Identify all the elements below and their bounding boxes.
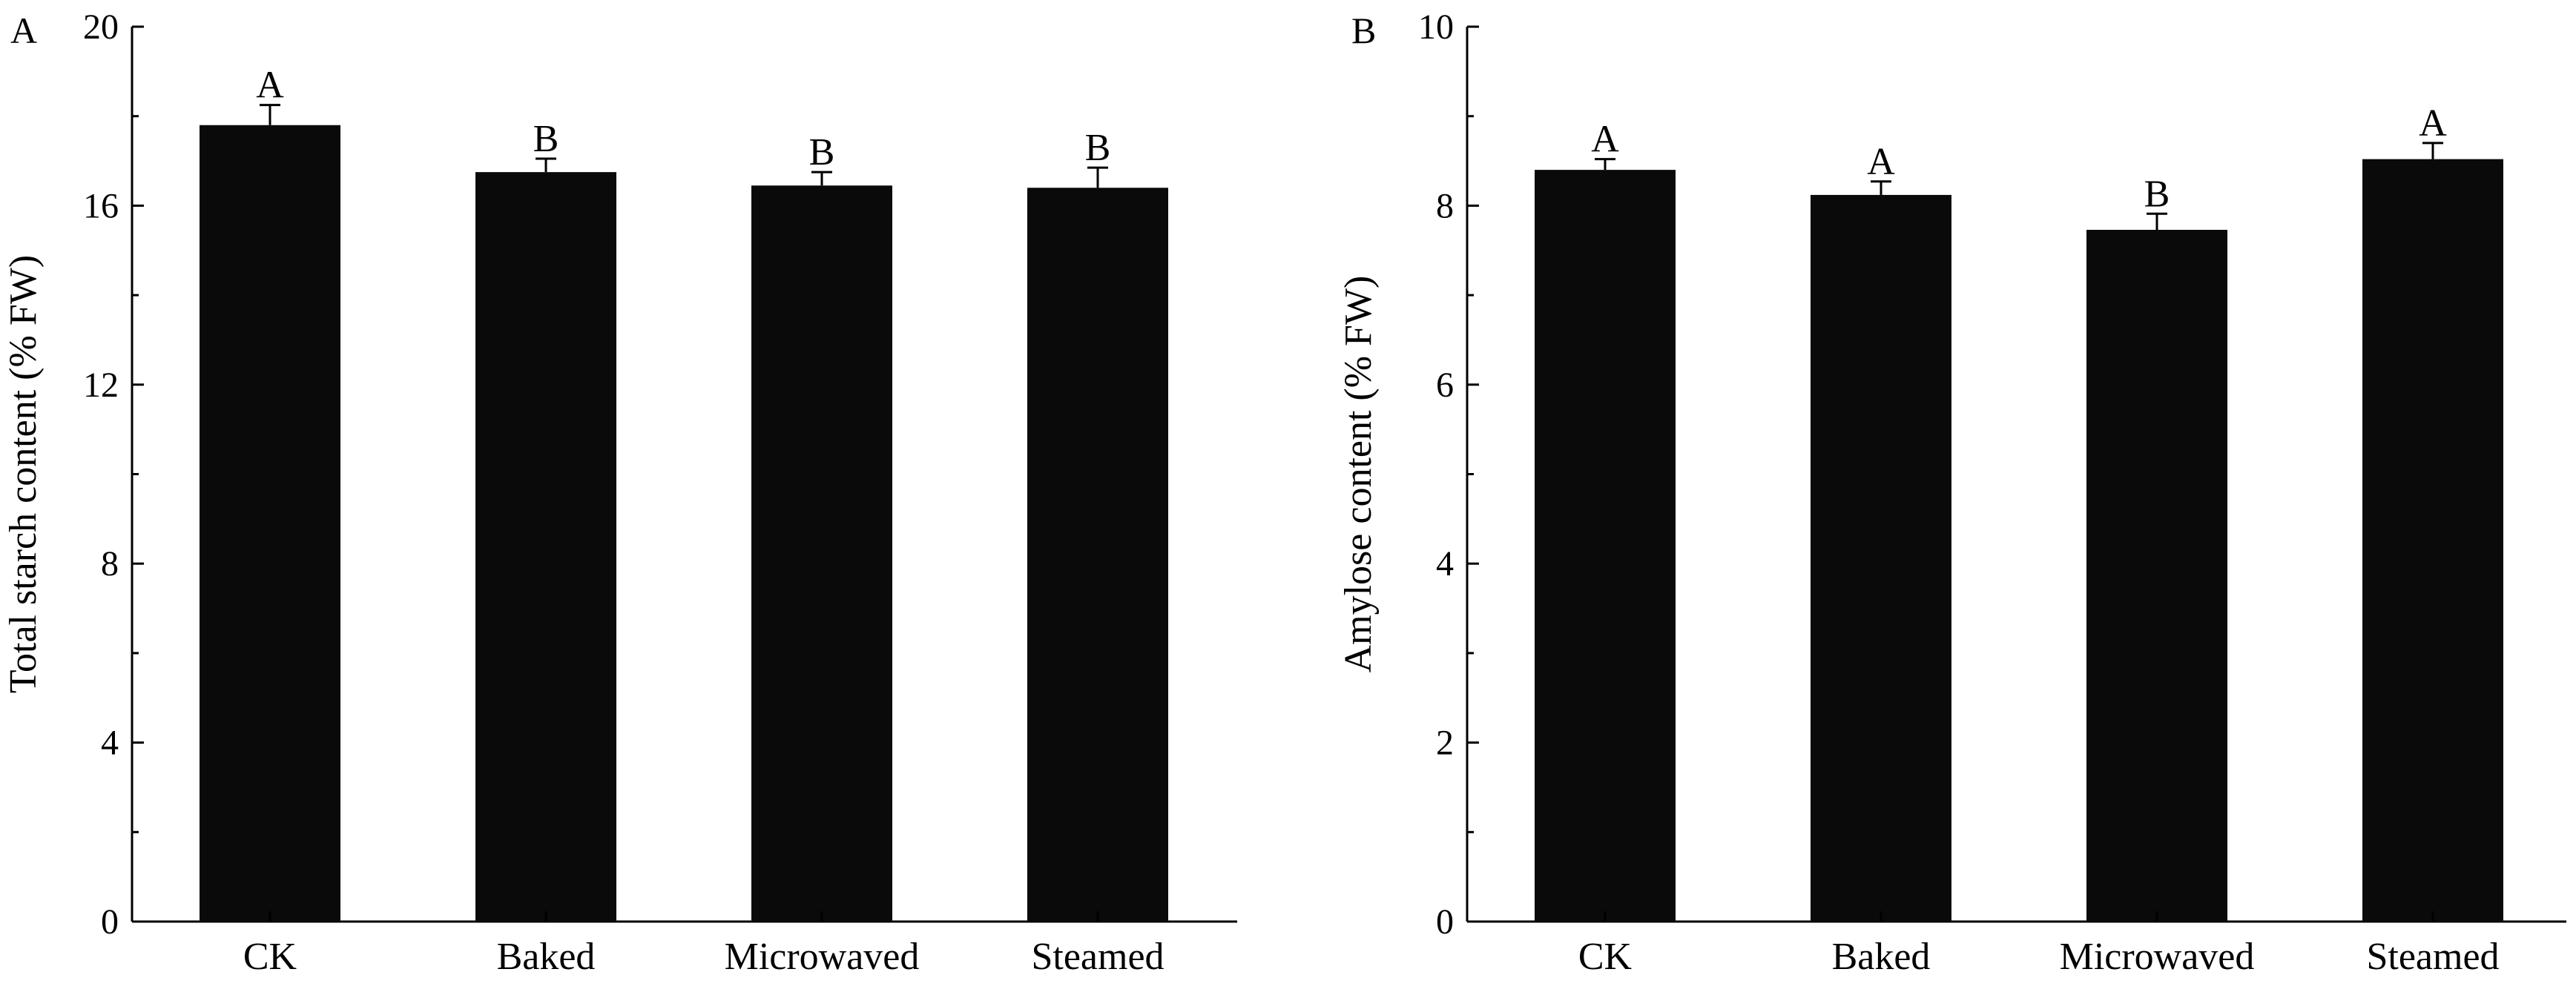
- bar: [751, 185, 892, 922]
- chart-panel-b: B 0 2 4 6 8 10 Amylose content (% FW) A CK A Baked B…: [1337, 7, 2566, 978]
- panel-label: B: [1351, 10, 1376, 51]
- significance-label: A: [2419, 102, 2447, 145]
- bar: [1027, 188, 1168, 922]
- bar: [2086, 229, 2227, 922]
- significance-label: B: [1085, 127, 1111, 169]
- y-tick-label: 8: [1436, 186, 1454, 225]
- significance-label: B: [533, 118, 559, 160]
- significance-label: A: [256, 65, 284, 107]
- bar: [1535, 170, 1676, 922]
- y-axis-title: Amylose content (% FW): [1337, 276, 1380, 673]
- y-tick-label: 0: [1436, 902, 1454, 942]
- y-tick-label: 2: [1436, 724, 1454, 763]
- y-tick-label: 12: [83, 366, 119, 405]
- panel-label: A: [10, 10, 37, 51]
- x-tick-label: Microwaved: [725, 936, 920, 978]
- significance-label: B: [2144, 173, 2170, 215]
- y-axis-title: Total starch content (% FW): [2, 255, 45, 693]
- bar: [475, 172, 616, 922]
- x-tick-label: Microwaved: [2060, 936, 2255, 978]
- y-tick-label: 20: [83, 7, 119, 47]
- bar: [200, 125, 340, 922]
- y-tick-label: 4: [101, 724, 119, 763]
- y-tick-label: 10: [1418, 7, 1454, 47]
- bar: [2362, 159, 2503, 922]
- y-tick-label: 0: [101, 902, 119, 942]
- y-tick-label: 6: [1436, 366, 1454, 405]
- x-tick-label: Steamed: [2366, 936, 2499, 978]
- chart-panel-a: A 0 4 8 12 16 20 Total starch content (% FW) A CK…: [2, 7, 1237, 978]
- bar: [1811, 194, 1951, 922]
- x-tick-label: Baked: [497, 936, 596, 978]
- y-tick-label: 16: [83, 186, 119, 225]
- significance-label: B: [809, 131, 835, 173]
- x-tick-label: CK: [243, 936, 297, 978]
- significance-label: A: [1591, 119, 1619, 161]
- significance-label: A: [1867, 141, 1895, 183]
- x-tick-label: Baked: [1832, 936, 1931, 978]
- y-tick-label: 8: [101, 544, 119, 583]
- x-tick-label: Steamed: [1031, 936, 1164, 978]
- x-tick-label: CK: [1578, 936, 1633, 978]
- y-tick-label: 4: [1436, 544, 1454, 583]
